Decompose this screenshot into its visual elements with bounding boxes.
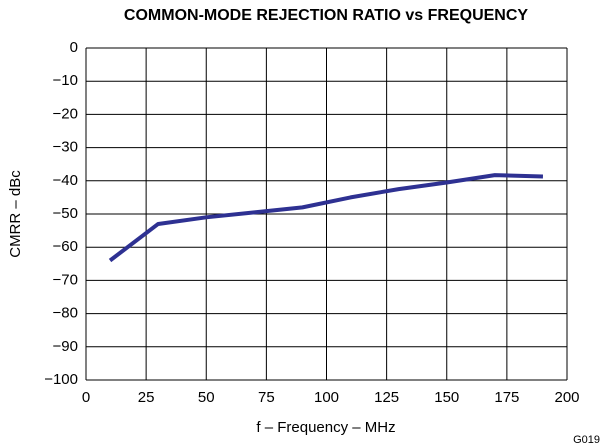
x-tick-label: 150 xyxy=(434,389,459,406)
x-tick-label: 100 xyxy=(314,389,339,406)
annotation: G019 xyxy=(573,434,600,446)
x-tick-label: 75 xyxy=(258,389,275,406)
y-tick-label: −50 xyxy=(53,205,78,222)
y-tick-label: −40 xyxy=(53,172,78,189)
x-tick-label: 0 xyxy=(82,389,90,406)
y-tick-label: −10 xyxy=(53,72,78,89)
y-axis-label: CMRR – dBc xyxy=(7,170,24,258)
y-tick-label: −20 xyxy=(53,105,78,122)
y-tick-label: −80 xyxy=(53,305,78,322)
x-tick-label: 200 xyxy=(554,389,579,406)
y-tick-label: −70 xyxy=(53,271,78,288)
x-tick-label: 25 xyxy=(138,389,155,406)
y-tick-label: 0 xyxy=(70,39,78,56)
x-axis-label: f – Frequency – MHz xyxy=(256,419,395,436)
y-tick-label: −60 xyxy=(53,238,78,255)
y-tick-label: −100 xyxy=(44,371,78,388)
line-series xyxy=(108,173,544,263)
chart-title: COMMON-MODE REJECTION RATIO vs FREQUENCY xyxy=(124,7,529,24)
y-tick-label: −30 xyxy=(53,139,78,156)
x-tick-label: 175 xyxy=(494,389,519,406)
y-tick-label: −90 xyxy=(53,338,78,355)
x-tick-label: 50 xyxy=(198,389,215,406)
x-tick-label: 125 xyxy=(374,389,399,406)
